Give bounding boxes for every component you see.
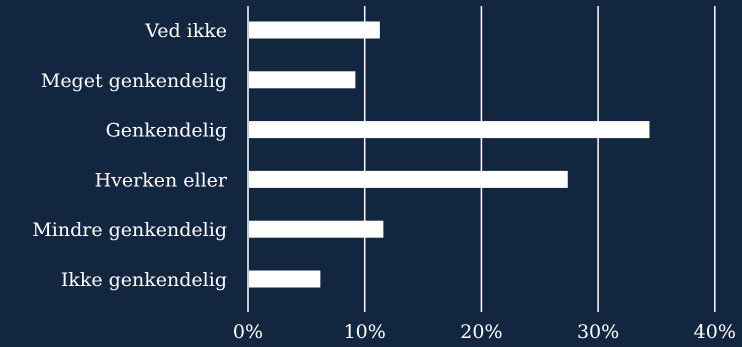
category-labels: Ved ikke Meget genkendelig Genkendelig Hver… xyxy=(32,20,228,291)
bar xyxy=(249,121,650,139)
x-tick-label: 10% xyxy=(344,321,386,343)
category-label: Meget genkendelig xyxy=(41,70,227,92)
bar xyxy=(249,71,356,89)
x-tick-label: 20% xyxy=(460,321,502,343)
x-axis-tick-labels: 0% 10% 20% 30% 40% xyxy=(233,321,736,343)
category-label: Ved ikke xyxy=(144,20,227,42)
gridlines xyxy=(247,6,716,312)
bar xyxy=(249,170,568,188)
x-tick-label: 30% xyxy=(577,321,619,343)
category-label: Genkendelig xyxy=(106,120,227,142)
category-label: Hverken eller xyxy=(95,169,228,191)
x-tick-label: 40% xyxy=(694,321,736,343)
category-label: Mindre genkendelig xyxy=(32,219,227,241)
bar xyxy=(249,270,321,288)
bar xyxy=(249,220,384,238)
bar xyxy=(249,21,380,39)
category-label: Ikke genkendelig xyxy=(61,269,227,291)
bars xyxy=(249,21,650,288)
x-tick-label: 0% xyxy=(233,321,263,343)
